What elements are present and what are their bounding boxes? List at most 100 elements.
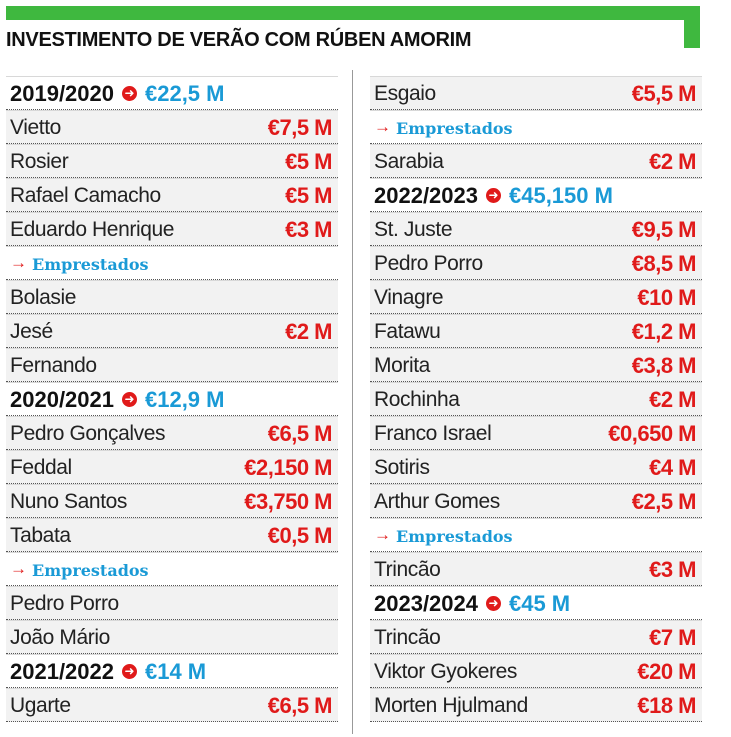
arrow-circle-icon: ➜: [121, 664, 137, 679]
loans-header-row: → Emprestados: [370, 518, 702, 552]
player-name: Nuno Santos: [10, 490, 128, 513]
player-name: Rosier: [10, 150, 69, 173]
player-name: Esgaio: [374, 82, 436, 105]
player-row: Sarabia €2 M: [370, 144, 702, 178]
transfer-amount: €7,5 M: [267, 115, 333, 140]
player-row: Pedro Porro €8,5 M: [370, 246, 702, 280]
player-name: Pedro Porro: [374, 252, 483, 275]
transfer-amount: €2 M: [285, 319, 332, 344]
player-name: Sarabia: [374, 150, 444, 173]
season-row: 2021/2022 ➜ €14 M: [6, 654, 338, 688]
player-row: João Mário: [6, 620, 338, 654]
player-name: Vietto: [10, 116, 61, 139]
transfer-amount: €5 M: [285, 183, 332, 208]
loans-label: Emprestados: [32, 255, 149, 274]
player-name: Morita: [374, 354, 430, 377]
player-name: Pedro Porro: [10, 592, 119, 615]
loans-label: Emprestados: [396, 119, 513, 138]
season-row: 2020/2021 ➜ €12,9 M: [6, 382, 338, 416]
player-row: Nuno Santos €3,750 M: [6, 484, 338, 518]
arrow-circle-icon: ➜: [121, 86, 137, 101]
arrow-circle-icon: ➜: [121, 392, 137, 407]
season-label: 2020/2021: [10, 387, 114, 412]
transfer-amount: €3 M: [285, 217, 332, 242]
player-name: Rochinha: [374, 388, 460, 411]
loans-header-row: → Emprestados: [6, 246, 338, 280]
transfer-amount: €18 M: [637, 693, 696, 718]
transfer-amount: €5 M: [285, 149, 332, 174]
arrow-circle-icon: ➜: [485, 188, 501, 203]
season-total: €14 M: [144, 659, 207, 684]
player-row: Viktor Gyokeres €20 M: [370, 654, 702, 688]
player-name: Feddal: [10, 456, 72, 479]
player-name: St. Juste: [374, 218, 453, 241]
season-label: 2021/2022: [10, 659, 114, 684]
loans-label: Emprestados: [32, 561, 149, 580]
player-name: Fatawu: [374, 320, 441, 343]
player-row: Fatawu €1,2 M: [370, 314, 702, 348]
column-divider: [352, 70, 353, 734]
player-name: Morten Hjulmand: [374, 694, 528, 717]
transfer-amount: €4 M: [649, 455, 696, 480]
season-total: €22,5 M: [144, 81, 225, 106]
player-row: Ugarte €6,5 M: [6, 688, 338, 722]
player-row: Vinagre €10 M: [370, 280, 702, 314]
transfer-amount: €3 M: [649, 557, 696, 582]
player-name: Jesé: [10, 320, 53, 343]
player-row: Bolasie: [6, 280, 338, 314]
player-row: Trincão €3 M: [370, 552, 702, 586]
player-row: Morita €3,8 M: [370, 348, 702, 382]
player-name: Rafael Camacho: [10, 184, 161, 207]
transfer-amount: €0,650 M: [608, 421, 696, 446]
loans-label: Emprestados: [396, 527, 513, 546]
transfer-amount: €2 M: [649, 149, 696, 174]
page-title: INVESTIMENTO DE VERÃO COM RÚBEN AMORIM: [6, 29, 472, 51]
player-name: Tabata: [10, 524, 71, 547]
right-column: Esgaio €5,5 M → Emprestados Sarabia €2 M 2022/…: [370, 76, 702, 722]
loans-header-row: → Emprestados: [370, 110, 702, 144]
transfer-amount: €10 M: [637, 285, 696, 310]
transfer-amount: €2,5 M: [631, 489, 697, 514]
loans-header-row: → Emprestados: [6, 552, 338, 586]
player-row: Rochinha €2 M: [370, 382, 702, 416]
player-row: Trincão €7 M: [370, 620, 702, 654]
transfer-amount: €7 M: [649, 625, 696, 650]
season-row: 2019/2020 ➜ €22,5 M: [6, 76, 338, 110]
player-row: Morten Hjulmand €18 M: [370, 688, 702, 722]
transfer-amount: €5,5 M: [631, 81, 697, 106]
player-name: Sotiris: [374, 456, 430, 479]
arrow-right-icon: →: [10, 559, 27, 578]
player-row: Sotiris €4 M: [370, 450, 702, 484]
season-label: 2023/2024: [374, 591, 478, 616]
transfer-amount: €20 M: [637, 659, 696, 684]
transfer-amount: €2,150 M: [244, 455, 332, 480]
player-name: Fernando: [10, 354, 97, 377]
transfer-amount: €9,5 M: [631, 217, 697, 242]
transfer-amount: €0,5 M: [267, 523, 333, 548]
player-row: Pedro Porro: [6, 586, 338, 620]
player-row: Feddal €2,150 M: [6, 450, 338, 484]
season-label: 2019/2020: [10, 81, 114, 106]
arrow-right-icon: →: [10, 253, 27, 272]
season-total: €45 M: [508, 591, 571, 616]
player-row: Vietto €7,5 M: [6, 110, 338, 144]
player-name: Franco Israel: [374, 422, 492, 445]
player-name: João Mário: [10, 626, 110, 649]
player-row: Esgaio €5,5 M: [370, 76, 702, 110]
player-row: Jesé €2 M: [6, 314, 338, 348]
arrow-right-icon: →: [374, 525, 391, 544]
transfer-amount: €3,8 M: [631, 353, 697, 378]
player-row: Fernando: [6, 348, 338, 382]
player-row: Rafael Camacho €5 M: [6, 178, 338, 212]
transfer-amount: €6,5 M: [267, 693, 333, 718]
transfer-amount: €1,2 M: [631, 319, 697, 344]
transfer-amount: €6,5 M: [267, 421, 333, 446]
player-name: Bolasie: [10, 286, 77, 309]
player-name: Pedro Gonçalves: [10, 422, 166, 445]
player-name: Trincão: [374, 558, 441, 581]
arrow-right-icon: →: [374, 117, 391, 136]
green-accent-bar: [6, 6, 700, 20]
player-row: Rosier €5 M: [6, 144, 338, 178]
player-row: Eduardo Henrique €3 M: [6, 212, 338, 246]
